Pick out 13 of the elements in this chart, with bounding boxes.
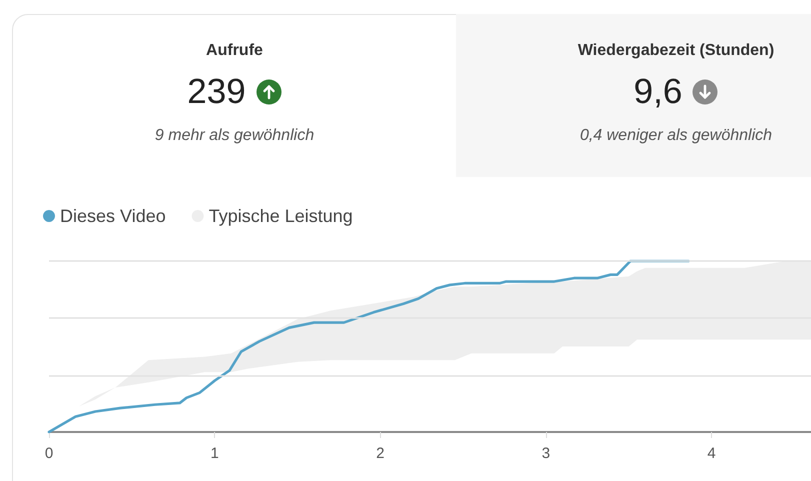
x-tick-label: 2 [376,445,384,462]
text: Wiedergabezeit (Stunden) [576,42,776,60]
text: Aufrufe [205,42,264,60]
legend-label: Typische Leistung [208,206,353,226]
text: 0,4 weniger als gewöhnlich [578,127,774,145]
x-tick-label: 4 [707,445,716,462]
legend-label: Dieses Video [60,206,166,226]
text: 9 mehr als gewöhnlich [154,127,316,145]
x-tick-label: 0 [44,445,54,462]
text: 239 [187,72,246,112]
x-tick-label: 3 [542,445,550,462]
text: 9,6 [634,72,682,112]
x-tick-label: 1 [210,445,219,462]
